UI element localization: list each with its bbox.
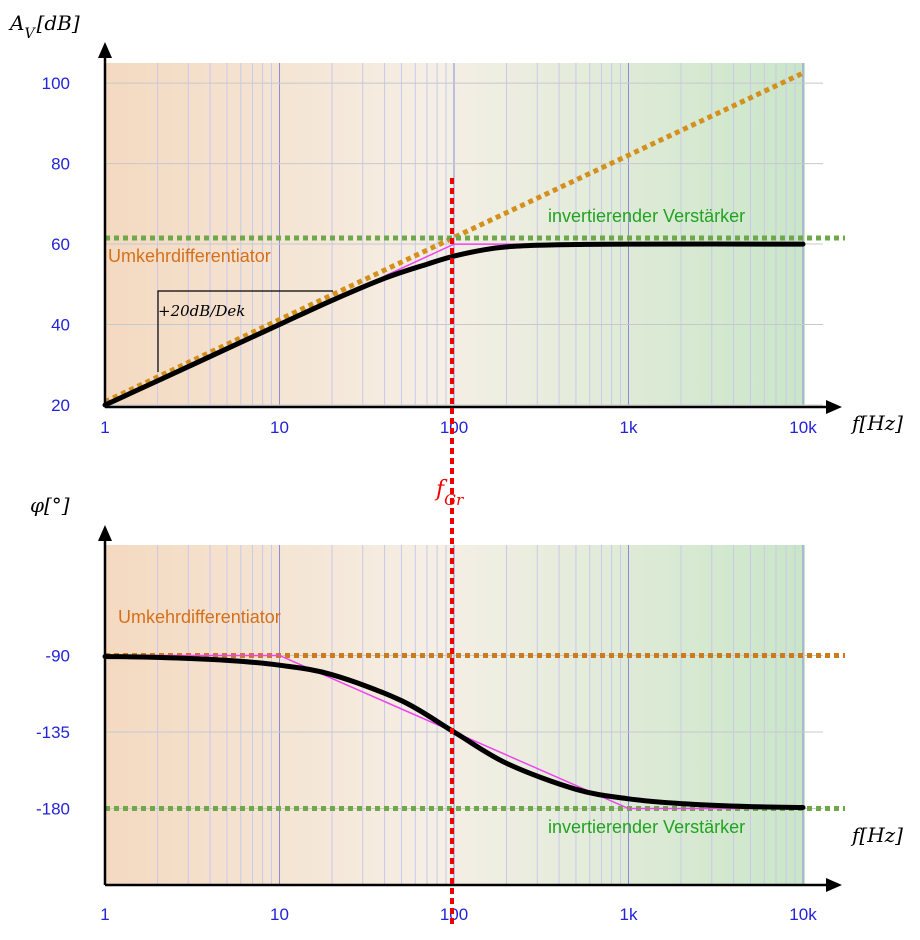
phase-label-differentiator: Umkehrdifferentiator — [118, 607, 281, 627]
phase-label-amplifier: invertierender Verstärker — [548, 817, 745, 837]
y-tick-label: -135 — [36, 723, 70, 742]
x-axis-arrow — [826, 400, 842, 414]
cutoff-label: fGr — [434, 477, 464, 509]
x-tick-label: 100 — [440, 905, 468, 924]
amplitude-label-differentiator: Umkehrdifferentiator — [108, 246, 271, 266]
phase-axes — [98, 525, 842, 892]
amplitude-label-amplifier: invertierender Verstärker — [548, 206, 745, 226]
amplitude-x-axis-title: f[Hz] — [850, 411, 903, 435]
y-tick-label: -180 — [36, 800, 70, 819]
x-tick-label: 1 — [100, 418, 109, 437]
x-tick-label: 1k — [620, 418, 638, 437]
x-axis-arrow — [826, 878, 842, 892]
y-tick-label: -90 — [45, 647, 70, 666]
asymptote-differentiator — [103, 70, 805, 405]
phase-background — [105, 545, 805, 885]
y-tick-label: 60 — [51, 235, 70, 254]
x-tick-label: 1 — [100, 905, 109, 924]
x-tick-label: 1k — [620, 905, 638, 924]
frequency-response-curve — [102, 241, 806, 408]
y-tick-label: 40 — [51, 316, 70, 335]
x-tick-label: 10 — [270, 418, 289, 437]
phase-plot: 1 10 100 1k 10k -90 -135 -180 φ[°] f[Hz] Umkehr… — [30, 493, 903, 924]
y-tick-label: 80 — [51, 155, 70, 174]
phase-y-axis-title: φ[°] — [30, 493, 70, 517]
y-tick-label: 100 — [42, 74, 70, 93]
x-tick-label: 100 — [440, 418, 468, 437]
amplitude-plot: 1 10 100 1k 10k 20 40 60 80 100 AV [dB] f[Hz] Umke… — [8, 11, 903, 437]
amplitude-y-axis-title: AV [dB] — [8, 11, 80, 42]
x-tick-label: 10 — [270, 905, 289, 924]
amplitude-curves — [102, 70, 845, 408]
amplitude-tick-labels: 1 10 100 1k 10k 20 40 60 80 100 — [42, 74, 818, 437]
x-tick-label: 10k — [789, 418, 817, 437]
phase-tick-labels: 1 10 100 1k 10k -90 -135 -180 — [36, 647, 817, 925]
amplitude-axes — [98, 42, 842, 414]
slope-triangle — [157, 290, 333, 372]
phase-x-axis-title: f[Hz] — [850, 823, 903, 847]
y-axis-arrow — [98, 42, 112, 58]
slope-label: +20dB/Dek — [158, 302, 245, 320]
y-tick-label: 20 — [51, 396, 70, 415]
x-tick-label: 10k — [789, 905, 817, 924]
y-axis-arrow — [98, 525, 112, 541]
